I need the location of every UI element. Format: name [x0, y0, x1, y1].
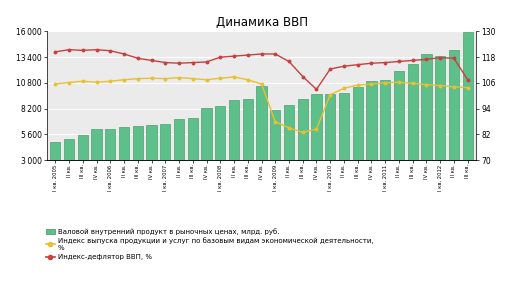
Bar: [105, 130, 116, 190]
Bar: [449, 50, 459, 190]
Bar: [243, 99, 253, 190]
Bar: [353, 87, 363, 190]
Bar: [311, 94, 322, 190]
Bar: [215, 106, 225, 190]
Bar: [325, 94, 335, 190]
Bar: [270, 110, 280, 190]
Bar: [394, 71, 404, 190]
Bar: [422, 54, 431, 190]
Bar: [201, 108, 212, 190]
Bar: [339, 93, 349, 190]
Bar: [188, 118, 198, 190]
Bar: [284, 105, 294, 190]
Bar: [174, 119, 184, 190]
Legend: Валовой внутренний продукт в рыночных ценах, млрд. руб., Индекс выпуска продукци: Валовой внутренний продукт в рыночных це…: [46, 228, 374, 260]
Bar: [92, 130, 101, 190]
Bar: [462, 32, 473, 190]
Bar: [133, 126, 143, 190]
Bar: [146, 124, 157, 190]
Bar: [229, 100, 239, 190]
Bar: [380, 80, 390, 190]
Bar: [256, 86, 267, 190]
Bar: [435, 56, 446, 190]
Bar: [160, 124, 170, 190]
Bar: [298, 99, 308, 190]
Bar: [77, 135, 88, 190]
Bar: [50, 142, 61, 190]
Bar: [64, 139, 74, 190]
Title: Динамика ВВП: Динамика ВВП: [215, 16, 308, 29]
Bar: [407, 64, 418, 190]
Bar: [119, 128, 129, 190]
Bar: [366, 81, 377, 190]
